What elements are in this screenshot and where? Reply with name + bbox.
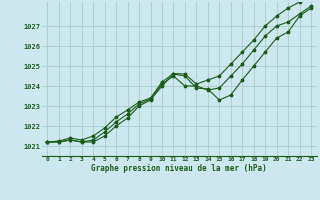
X-axis label: Graphe pression niveau de la mer (hPa): Graphe pression niveau de la mer (hPa) [91, 164, 267, 173]
